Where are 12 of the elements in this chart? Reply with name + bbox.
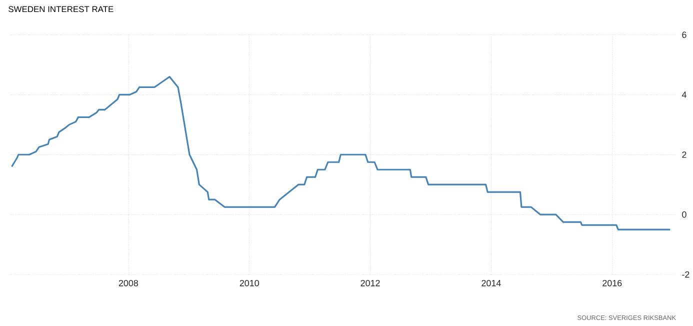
x-tick-label: 2008 [118,280,138,286]
x-tick-label: 2012 [360,280,380,286]
x-tick-label: 2016 [602,280,622,286]
chart-title: SWEDEN INTEREST RATE [8,6,114,12]
y-tick-label: 4 [682,92,686,98]
line-series [10,76,671,230]
y-tick-label: 0 [682,211,686,218]
y-tick-label: 6 [682,32,686,38]
x-tick-label: 2014 [482,280,501,286]
y-tick-label: -2 [682,271,690,278]
x-tick-label: 2010 [240,280,259,286]
y-tick-label: 2 [682,151,686,158]
